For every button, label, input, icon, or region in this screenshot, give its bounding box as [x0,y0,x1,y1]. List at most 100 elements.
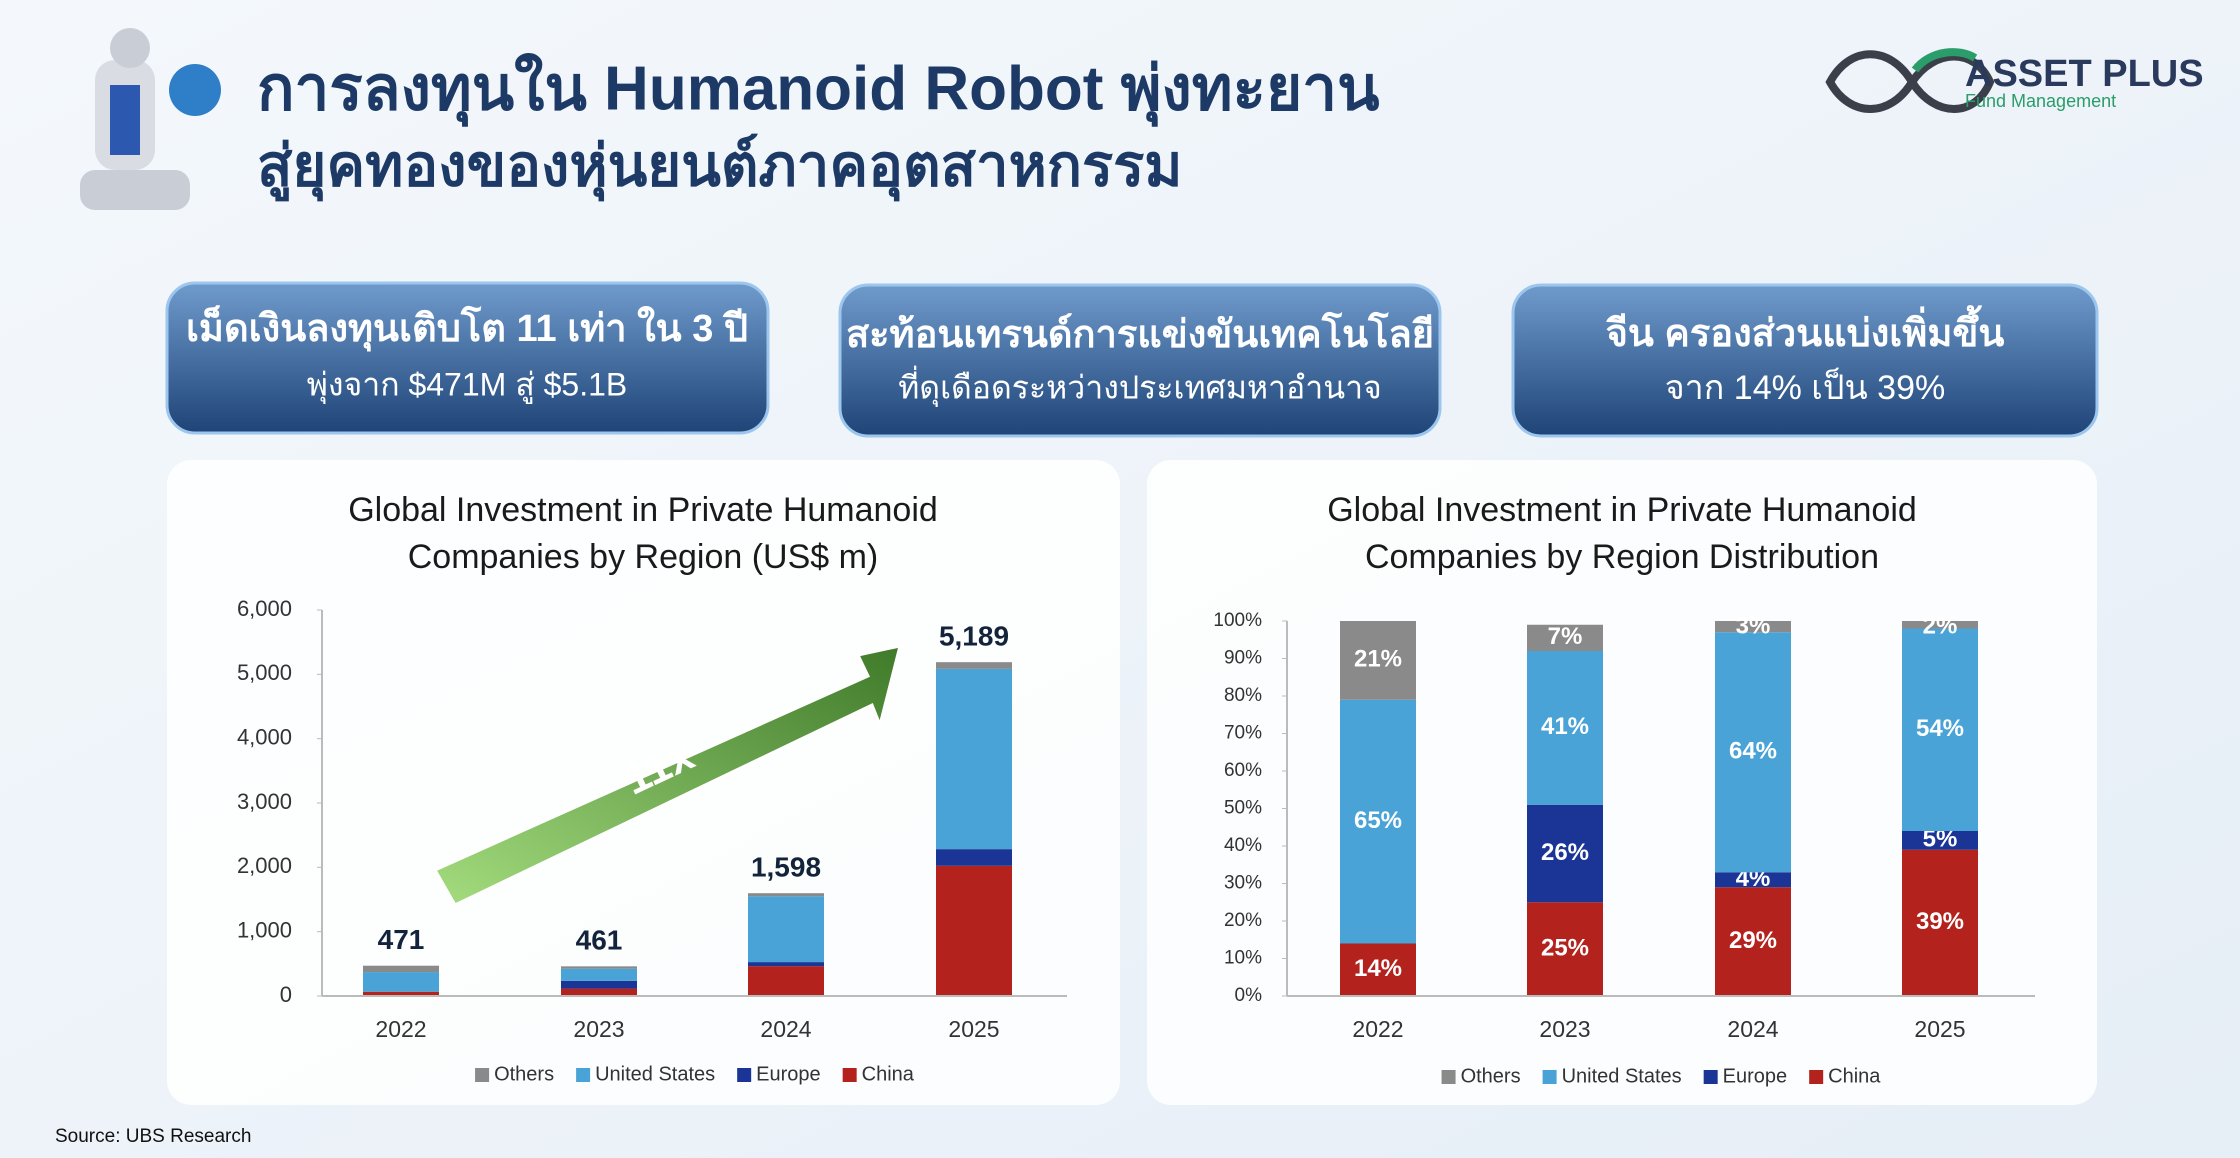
data-label: 3% [1736,612,1771,639]
bar-segment [561,968,637,981]
legend-swatch [737,1068,752,1082]
bar-segment [748,962,824,967]
bar-segment [1527,624,1603,651]
legend-label: Others [1461,1065,1521,1087]
source: Source: UBS Research [55,1126,251,1147]
legend-swatch [1441,1070,1456,1084]
growth-arrow [432,644,903,907]
y-tick-label: 50% [1224,798,1262,819]
bar-segment [748,896,824,963]
bar-segment [363,965,439,973]
bar-segment [561,980,637,989]
bar-segment [1715,872,1791,888]
bar-segment [748,893,824,897]
bar-segment [1902,849,1978,996]
logo [1825,48,1995,113]
logo-name: ASSET PLUS [1965,53,2204,95]
bar-segment [363,972,439,992]
chart-title: Global Investment in Private Humanoid [1327,491,1917,529]
data-label: 25% [1541,934,1589,961]
legend-swatch [1809,1070,1824,1084]
data-label: 39% [1916,908,1964,935]
bar-segment [363,991,439,996]
y-tick-label: 100% [1213,610,1262,631]
y-tick-label: 5,000 [237,660,292,685]
data-label: 2% [1923,612,1958,639]
total-label: 1,598 [751,852,821,883]
callout-headline: สะท้อนเทรนด์การแข่งขันเทคโนโลยี [846,311,1434,356]
total-label: 5,189 [939,621,1009,652]
y-tick-label: 30% [1224,873,1262,894]
x-tick-label: 2024 [1727,1016,1778,1042]
legend-label: United States [595,1063,715,1085]
legend: Others United States Europe China [1441,1065,1881,1087]
y-tick-label: 4,000 [237,724,292,749]
legend-label: China [1828,1065,1881,1087]
bar-segment [1340,699,1416,944]
data-label: 14% [1354,955,1402,982]
legend-swatch [475,1068,490,1082]
bar-segment [1902,831,1978,850]
callout-headline: เม็ดเงินลงทุนเติบโต 11 เท่า ใน 3 ปี [186,305,748,352]
y-tick-label: 40% [1224,835,1262,856]
legend-swatch [576,1068,591,1082]
data-label: 26% [1541,839,1589,866]
data-label: 65% [1354,807,1402,834]
legend: Others United States Europe China [475,1063,915,1085]
bar-segment [936,849,1012,866]
bar-segment [1715,621,1791,633]
bar-segment [561,988,637,996]
chart-title: Companies by Region (US$ m) [408,538,879,576]
title-line: การลงทุนใน Humanoid Robot พุ่งทะยาน [257,52,1379,126]
callout-detail: พุ่งจาก $471M สู่ $5.1B [307,366,627,404]
callout-headline: จีน ครองส่วนแบ่งเพิ่มขึ้น [1606,305,2005,355]
legend-swatch [842,1068,857,1082]
y-tick-label: 60% [1224,760,1262,781]
x-tick-label: 2024 [760,1016,811,1042]
bar-segment [936,668,1012,850]
y-tick-label: 3,000 [237,789,292,814]
legend-label: Others [494,1063,554,1085]
logo-tagline: Fund Management [1965,91,2116,111]
data-label: 7% [1548,623,1583,650]
data-label: 21% [1354,646,1402,673]
y-tick-label: 0% [1235,985,1263,1006]
chart-title: Companies by Region Distribution [1365,538,1879,576]
bar-segment [1715,887,1791,996]
callout-detail: ที่ดุเดือดระหว่างประเทศมหาอำนาจ [898,365,1382,407]
total-label: 471 [378,924,425,955]
legend-label: Europe [1723,1065,1788,1087]
data-label: 64% [1729,738,1777,765]
chart-title: Global Investment in Private Humanoid [348,491,938,529]
callout-detail: จาก 14% เป็น 39% [1665,367,1945,407]
bar-segment [1527,804,1603,903]
bar-segment [1902,621,1978,629]
x-tick-label: 2022 [1352,1016,1403,1042]
y-tick-label: 90% [1224,648,1262,669]
bar-segment [1527,902,1603,996]
bar-segment [1340,621,1416,700]
total-label: 461 [576,925,623,956]
y-tick-label: 20% [1224,910,1262,931]
callout-box [1511,283,2099,438]
x-tick-label: 2025 [948,1016,999,1042]
y-tick-label: 0 [280,982,292,1007]
bar-segment [936,865,1012,996]
bar-segment [936,662,1012,669]
x-tick-label: 2022 [375,1016,426,1042]
x-tick-label: 2023 [1539,1016,1590,1042]
legend-swatch [1703,1070,1718,1084]
callout-box [838,283,1442,438]
y-tick-label: 80% [1224,685,1262,706]
legend-label: China [862,1063,915,1085]
data-label: 29% [1729,927,1777,954]
x-tick-label: 2025 [1914,1016,1965,1042]
bar-segment [561,966,637,969]
legend-label: United States [1562,1065,1682,1087]
bar-segment [748,966,824,996]
bar-segment [1527,651,1603,805]
y-tick-label: 2,000 [237,853,292,878]
y-tick-label: 70% [1224,723,1262,744]
robot-illustration [80,28,221,210]
